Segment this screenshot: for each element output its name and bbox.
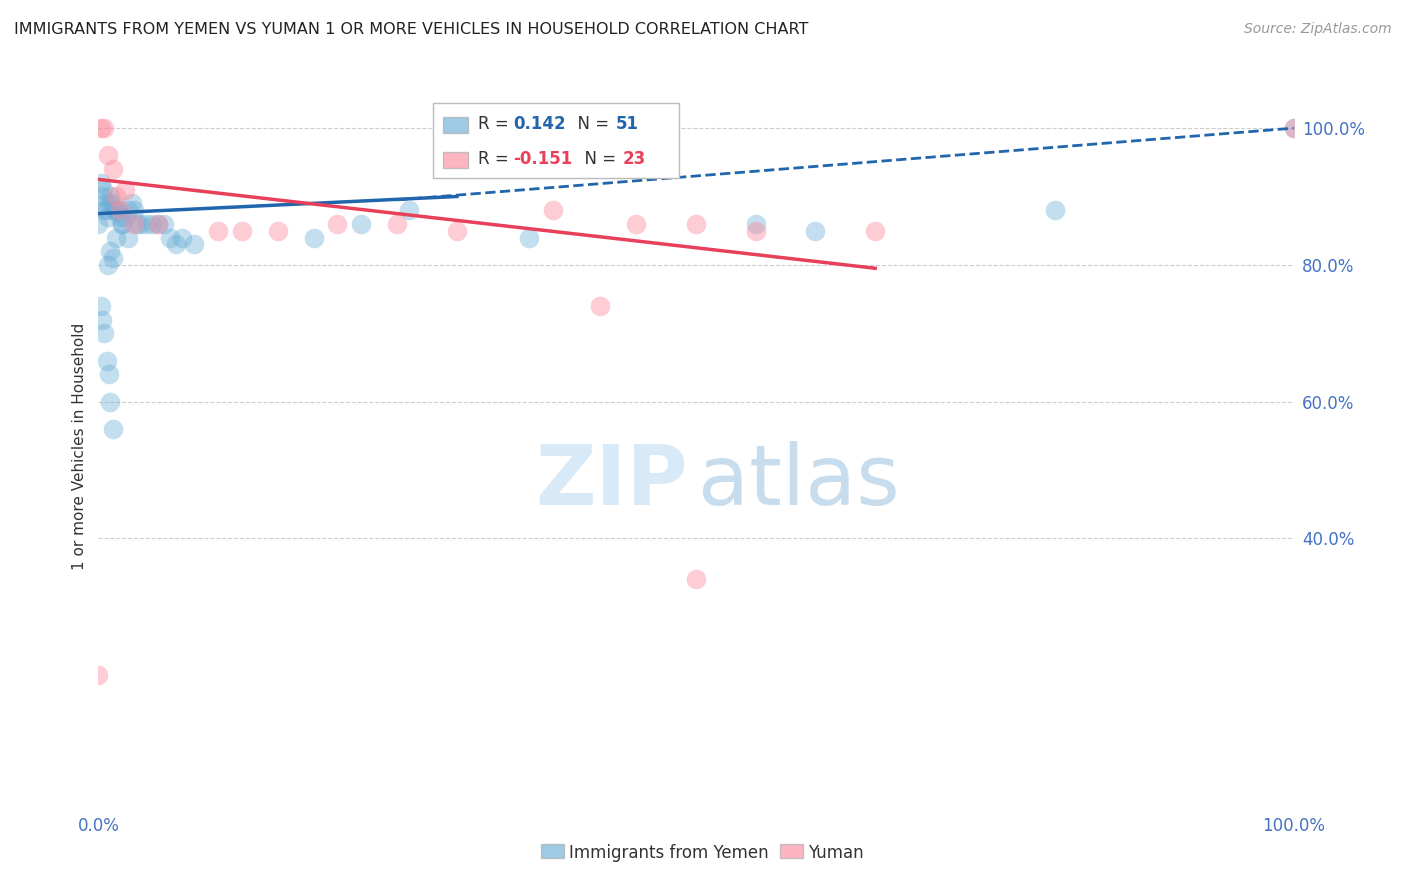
- Point: [103, 203, 125, 218]
- Point: [148, 217, 170, 231]
- Text: 23: 23: [623, 150, 647, 168]
- Point: [172, 230, 194, 244]
- Point: [97, 210, 120, 224]
- Point: [129, 217, 152, 231]
- Point: [108, 203, 131, 218]
- Point: [105, 189, 128, 203]
- Point: [302, 230, 325, 244]
- Point: [87, 668, 110, 682]
- Text: Immigrants from Yemen: Immigrants from Yemen: [569, 844, 769, 862]
- Point: [90, 121, 112, 136]
- Point: [91, 312, 114, 326]
- Point: [231, 224, 253, 238]
- Point: [101, 196, 124, 211]
- Point: [1282, 121, 1305, 136]
- Text: R =: R =: [478, 150, 515, 168]
- Point: [350, 217, 373, 231]
- Point: [97, 258, 120, 272]
- Text: Yuman: Yuman: [808, 844, 865, 862]
- Point: [101, 162, 124, 177]
- Point: [91, 183, 114, 197]
- Point: [87, 217, 110, 231]
- Point: [111, 217, 134, 231]
- Text: R =: R =: [478, 115, 515, 133]
- Text: Source: ZipAtlas.com: Source: ZipAtlas.com: [1244, 22, 1392, 37]
- Point: [124, 217, 146, 231]
- Point: [541, 203, 564, 218]
- Point: [117, 230, 139, 244]
- Point: [98, 196, 122, 211]
- Point: [93, 121, 115, 136]
- Point: [589, 299, 612, 313]
- Point: [446, 224, 468, 238]
- Point: [98, 244, 122, 259]
- Point: [183, 237, 205, 252]
- Point: [98, 368, 121, 382]
- Y-axis label: 1 or more Vehicles in Household: 1 or more Vehicles in Household: [72, 322, 87, 570]
- Point: [685, 572, 707, 586]
- Point: [326, 217, 349, 231]
- Point: [141, 217, 163, 231]
- Point: [114, 183, 136, 197]
- Point: [1282, 121, 1305, 136]
- Point: [105, 203, 128, 218]
- Point: [148, 217, 170, 231]
- Point: [398, 203, 420, 218]
- Point: [135, 217, 157, 231]
- Point: [91, 189, 114, 203]
- Point: [97, 148, 120, 162]
- Text: 0.142: 0.142: [513, 115, 565, 133]
- Point: [207, 224, 229, 238]
- Point: [804, 224, 827, 238]
- Point: [98, 189, 122, 203]
- Point: [267, 224, 290, 238]
- Point: [165, 237, 187, 252]
- Point: [685, 217, 707, 231]
- Point: [107, 203, 129, 218]
- Point: [101, 251, 124, 265]
- Point: [124, 203, 146, 218]
- Text: IMMIGRANTS FROM YEMEN VS YUMAN 1 OR MORE VEHICLES IN HOUSEHOLD CORRELATION CHART: IMMIGRANTS FROM YEMEN VS YUMAN 1 OR MORE…: [14, 22, 808, 37]
- Point: [94, 196, 117, 211]
- Point: [111, 217, 134, 231]
- Point: [745, 224, 768, 238]
- Point: [385, 217, 409, 231]
- Text: -0.151: -0.151: [513, 150, 572, 168]
- Point: [745, 217, 768, 231]
- Point: [125, 217, 148, 231]
- Text: atlas: atlas: [697, 442, 900, 522]
- Point: [626, 217, 648, 231]
- Point: [121, 196, 143, 211]
- Point: [90, 299, 112, 313]
- Point: [117, 203, 139, 218]
- Point: [101, 422, 124, 436]
- Point: [98, 394, 122, 409]
- Point: [90, 176, 112, 190]
- Text: N =: N =: [567, 115, 614, 133]
- Point: [108, 210, 131, 224]
- Point: [93, 326, 115, 341]
- Text: ZIP: ZIP: [536, 442, 688, 522]
- Point: [96, 353, 118, 368]
- Point: [159, 230, 181, 244]
- Point: [153, 217, 176, 231]
- Point: [517, 230, 540, 244]
- Point: [865, 224, 887, 238]
- Point: [114, 210, 136, 224]
- Point: [93, 203, 115, 218]
- Point: [105, 230, 128, 244]
- Point: [96, 203, 118, 218]
- Text: 51: 51: [616, 115, 638, 133]
- Point: [1043, 203, 1066, 218]
- Text: N =: N =: [574, 150, 621, 168]
